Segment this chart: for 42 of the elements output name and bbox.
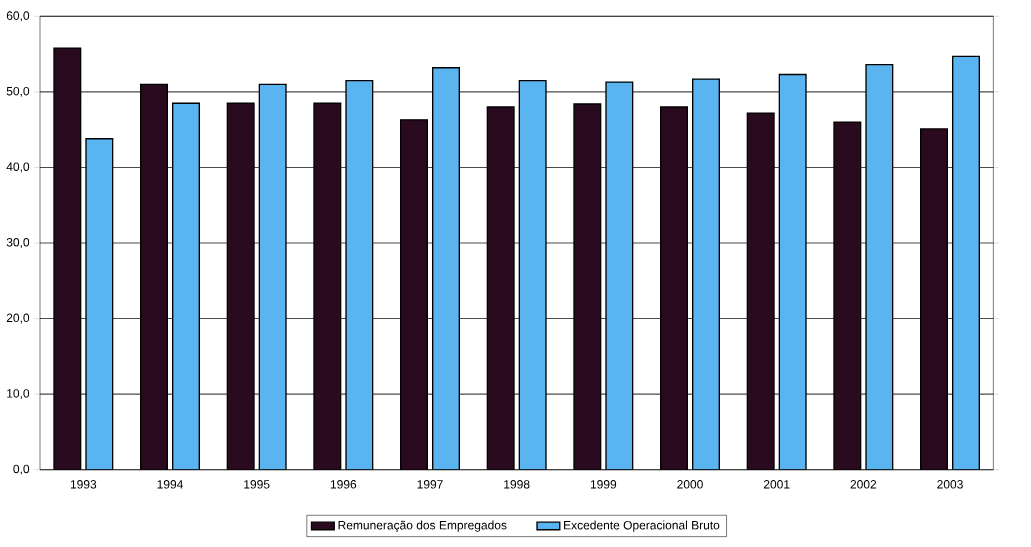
bar — [259, 84, 286, 470]
y-tick-label: 20,0 — [6, 313, 30, 324]
x-tick-label: 1999 — [590, 480, 617, 489]
bar — [574, 103, 601, 470]
bar — [400, 119, 428, 470]
bar — [140, 84, 168, 470]
bar — [866, 64, 893, 470]
bar — [487, 107, 514, 470]
bar — [779, 74, 807, 470]
legend-label: Excedente Operacional Bruto — [564, 520, 720, 532]
x-tick-label: 2001 — [763, 480, 790, 489]
x-tick-label: 1998 — [504, 480, 530, 489]
bar — [692, 79, 720, 470]
bar — [660, 107, 688, 470]
x-tick-label: 2002 — [850, 480, 877, 489]
legend-label: Remuneração dos Empregados — [338, 520, 507, 532]
bar — [314, 103, 341, 470]
y-tick-label: 10,0 — [7, 389, 30, 400]
bar — [606, 82, 633, 470]
bar — [952, 55, 981, 470]
x-tick-label: 2003 — [937, 480, 963, 489]
x-tick-label: 1994 — [157, 480, 183, 489]
y-tick-label: 30,0 — [6, 238, 30, 248]
bar — [747, 113, 775, 470]
x-tick-label: 1997 — [417, 480, 443, 489]
bar — [346, 80, 373, 470]
x-tick-label: 1995 — [244, 480, 270, 489]
bar — [834, 122, 861, 470]
x-tick-label: 1996 — [330, 480, 357, 489]
bar — [519, 80, 546, 470]
y-tick-label: 60,0 — [6, 11, 30, 22]
bar — [54, 48, 81, 470]
bar — [172, 103, 200, 470]
x-tick-label: 2000 — [677, 480, 703, 489]
bar — [227, 103, 254, 470]
bar — [920, 128, 949, 470]
y-tick-label: 40,0 — [6, 162, 30, 173]
bar — [86, 138, 113, 470]
x-tick-label: 1993 — [70, 480, 97, 489]
bar — [432, 67, 460, 470]
y-tick-label: 0,0 — [13, 464, 30, 475]
y-tick-label: 50,0 — [6, 86, 30, 97]
